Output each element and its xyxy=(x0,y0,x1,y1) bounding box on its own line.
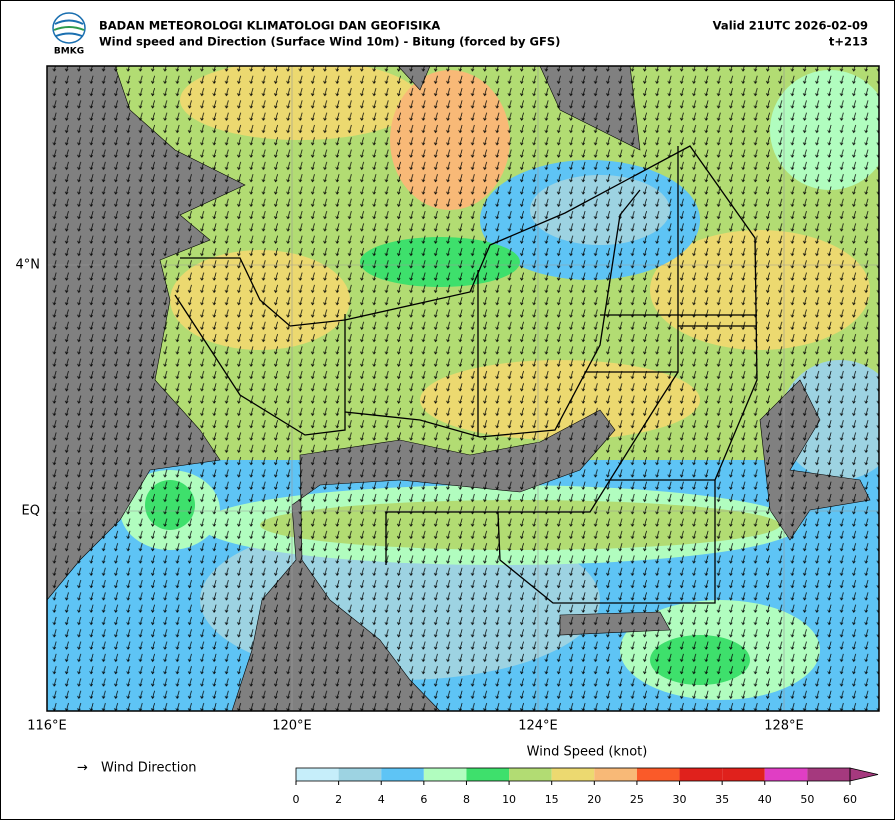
colorbar-tick-label: 35 xyxy=(715,793,729,806)
lon-label: 120°E xyxy=(272,719,312,734)
colorbar-tick-label: 6 xyxy=(420,793,427,806)
colorbar-tick-label: 20 xyxy=(587,793,601,806)
map-subtitle: Wind speed and Direction (Surface Wind 1… xyxy=(99,35,560,49)
colorbar-tick-label: 15 xyxy=(545,793,559,806)
colorbar-segment xyxy=(722,768,765,781)
colorbar-segment xyxy=(423,768,467,781)
colorbar-segment xyxy=(636,768,680,781)
colorbar-tick-label: 0 xyxy=(293,793,300,806)
colorbar-title: Wind Speed (knot) xyxy=(527,745,648,760)
colorbar-segment xyxy=(679,768,723,781)
lat-label: EQ xyxy=(22,504,40,519)
agency-title: BADAN METEOROLOGI KLIMATOLOGI DAN GEOFIS… xyxy=(99,19,440,33)
lon-label: 116°E xyxy=(27,719,67,734)
colorbar-tick-label: 8 xyxy=(463,793,470,806)
colorbar-tick-label: 40 xyxy=(758,793,772,806)
colorbar-segment xyxy=(296,768,339,781)
legend-arrow: → xyxy=(77,761,88,776)
colorbar-segment xyxy=(764,768,808,781)
logo-text: BMKG xyxy=(54,47,84,57)
valid-time: Valid 21UTC 2026-02-09 xyxy=(713,19,868,33)
lat-label: 4°N xyxy=(16,258,41,273)
colorbar-tick-label: 50 xyxy=(800,793,814,806)
colorbar-tick-label: 2 xyxy=(335,793,342,806)
colorbar-segment xyxy=(594,768,637,781)
lon-label: 128°E xyxy=(764,719,804,734)
colorbar-segment xyxy=(381,768,424,781)
lon-label: 124°E xyxy=(518,719,558,734)
legend-label: Wind Direction xyxy=(101,761,197,776)
colorbar-segment xyxy=(466,768,510,781)
logo: BMKG xyxy=(52,12,86,57)
lead-time: t+213 xyxy=(829,35,868,49)
colorbar-tick-label: 4 xyxy=(378,793,385,806)
colorbar-tick-label: 25 xyxy=(630,793,644,806)
colorbar-frame xyxy=(295,767,851,782)
colorbar-segment xyxy=(509,768,552,781)
colorbar-segment xyxy=(551,768,595,781)
map xyxy=(47,66,879,711)
colorbar-tick-label: 30 xyxy=(673,793,687,806)
colorbar-segment xyxy=(807,768,850,781)
colorbar: 0 2 4 6 8 10 15 20 25 30 35 40 50 60 xyxy=(293,767,879,806)
colorbar-segment xyxy=(338,768,382,781)
colorbar-tick-label: 10 xyxy=(502,793,516,806)
map-frame xyxy=(46,65,880,712)
colorbar-tick-label: 60 xyxy=(843,793,857,806)
